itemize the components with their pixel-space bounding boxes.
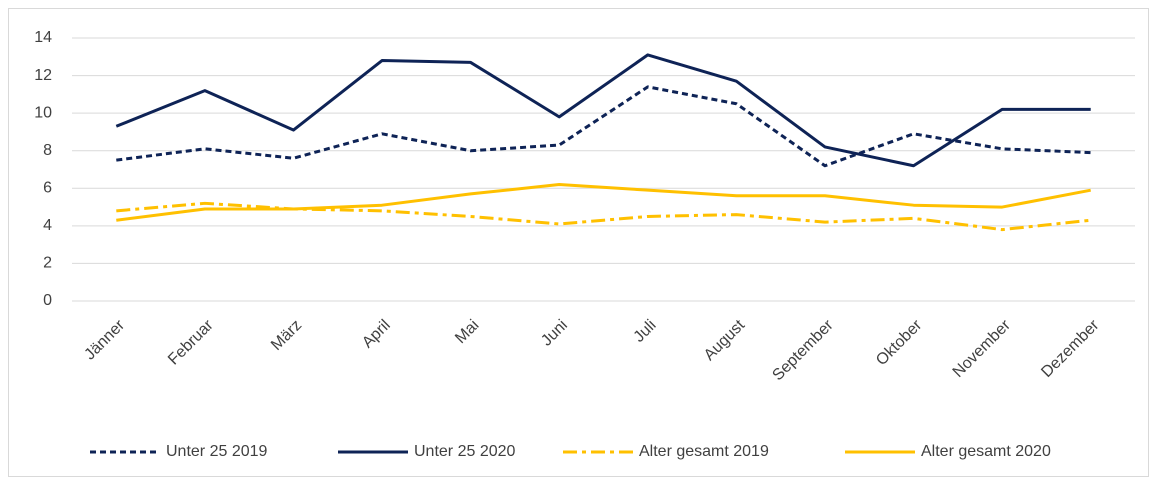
y-tick-label: 6 (43, 180, 52, 197)
line-series (115, 53, 1091, 168)
legend-label: Alter gesamt 2019 (639, 443, 769, 460)
legend-label: Alter gesamt 2020 (921, 443, 1051, 460)
line-series (116, 183, 1091, 222)
y-tick-label: 10 (34, 104, 52, 121)
chart-frame (8, 8, 1149, 477)
legend-label: Unter 25 2020 (414, 443, 516, 460)
y-tick-label: 8 (43, 142, 52, 159)
line-series (116, 85, 1091, 168)
y-tick-label: 2 (43, 255, 52, 272)
y-tick-label: 12 (34, 67, 52, 84)
y-tick-label: 4 (43, 217, 52, 234)
y-tick-label: 0 (43, 292, 52, 309)
legend-label: Unter 25 2019 (166, 443, 268, 460)
y-tick-label: 14 (34, 29, 52, 46)
